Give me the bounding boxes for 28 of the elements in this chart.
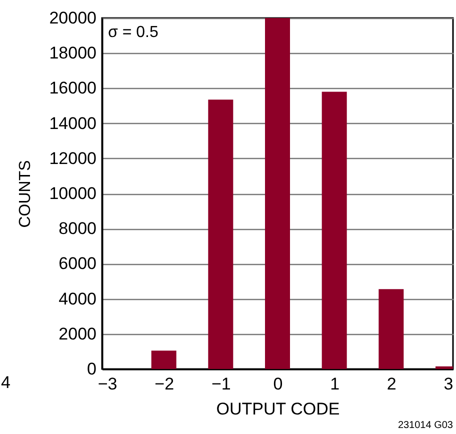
bar bbox=[208, 100, 234, 369]
y-axis-title: COUNTS bbox=[17, 160, 34, 228]
bar bbox=[378, 289, 404, 369]
y-tick-label: 0 bbox=[87, 360, 96, 378]
y-tick-label: 6000 bbox=[58, 254, 96, 274]
x-tick-label: 3 bbox=[444, 374, 454, 394]
bar bbox=[265, 18, 290, 369]
y-tick-label: 20000 bbox=[49, 8, 96, 28]
text: 4 bbox=[1, 373, 10, 392]
x-tick-label: −1 bbox=[211, 374, 231, 394]
bar bbox=[151, 350, 176, 369]
y-tick-label: 8000 bbox=[58, 219, 96, 238]
y-tick-label: 2000 bbox=[58, 324, 96, 344]
y-tick-label: 4000 bbox=[58, 289, 96, 308]
text: 231014 G03 bbox=[398, 420, 454, 431]
y-tick-label: 10000 bbox=[49, 184, 96, 203]
x-tick-label: 1 bbox=[330, 374, 340, 394]
y-tick-label: 18000 bbox=[49, 44, 96, 63]
y-tick-label: 14000 bbox=[49, 114, 96, 133]
y-tick-label: 12000 bbox=[49, 148, 96, 168]
annotation: σ = 0.5 bbox=[108, 24, 158, 41]
bar bbox=[322, 92, 347, 369]
x-axis-title: OUTPUT CODE bbox=[216, 400, 340, 418]
y-tick-label: 16000 bbox=[49, 78, 96, 98]
x-tick-label: 0 bbox=[273, 374, 283, 394]
x-tick-label: −3 bbox=[98, 374, 118, 394]
x-tick-label: −2 bbox=[154, 374, 174, 394]
x-tick-label: 2 bbox=[386, 374, 396, 394]
